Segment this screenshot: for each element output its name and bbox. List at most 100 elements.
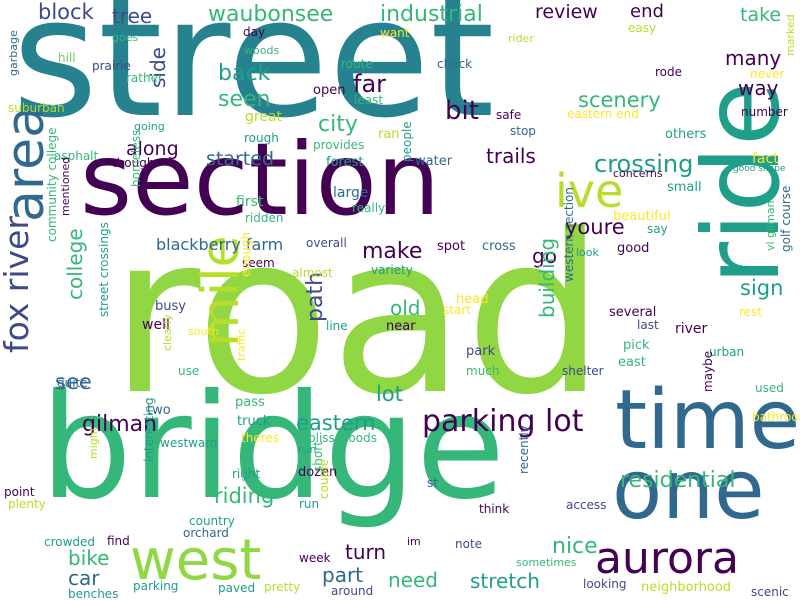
- cloud-word: westward: [160, 436, 218, 450]
- cloud-word: neighborhood: [641, 580, 732, 595]
- cloud-word: trails: [486, 144, 536, 168]
- cloud-word: river: [675, 321, 708, 337]
- cloud-word: riding: [214, 484, 275, 508]
- cloud-word: park: [466, 344, 496, 359]
- cloud-word: many: [725, 46, 782, 70]
- cloud-word: run: [298, 443, 317, 456]
- cloud-word: water: [415, 154, 453, 169]
- cloud-word: rather: [126, 71, 163, 85]
- cloud-word: start: [443, 303, 471, 317]
- cloud-word: urban: [709, 345, 745, 359]
- cloud-word: seen: [218, 87, 271, 112]
- cloud-word: im: [407, 535, 421, 548]
- cloud-word: large: [333, 185, 369, 201]
- cloud-word: rough: [244, 131, 279, 145]
- cloud-word: asphalt: [54, 149, 99, 163]
- cloud-word: two: [147, 403, 171, 418]
- cloud-word: people: [400, 121, 414, 162]
- cloud-word: st: [427, 476, 438, 490]
- cloud-word: interesting: [142, 397, 156, 462]
- cloud-word: hill: [58, 51, 76, 65]
- cloud-word: golf course: [779, 185, 793, 252]
- cloud-word: used: [755, 381, 784, 395]
- cloud-word: right: [232, 467, 261, 481]
- cloud-word: aurora: [595, 533, 739, 584]
- cloud-word: garbage: [7, 30, 20, 76]
- cloud-word: others: [665, 127, 707, 142]
- cloud-word: open: [313, 83, 346, 98]
- cloud-word: clearly: [161, 314, 174, 351]
- cloud-word: bit: [445, 96, 479, 126]
- cloud-word: turn: [345, 540, 387, 564]
- cloud-word: think: [479, 502, 510, 516]
- cloud-word: provides: [313, 138, 365, 152]
- cloud-word: prairie: [92, 59, 131, 73]
- cloud-word: forest: [326, 155, 364, 170]
- cloud-word: tree: [112, 4, 153, 28]
- cloud-word: going: [134, 120, 165, 133]
- cloud-word: use: [178, 364, 200, 378]
- cloud-word: near: [386, 319, 416, 334]
- cloud-word: maybe: [701, 350, 715, 392]
- cloud-word: safe: [496, 108, 522, 122]
- cloud-word: concerns: [613, 167, 663, 180]
- cloud-word: one: [612, 443, 765, 538]
- cloud-word: enough: [239, 231, 253, 277]
- cloud-word: eastern: [296, 411, 376, 435]
- cloud-word: block: [38, 0, 94, 24]
- cloud-word: rest: [739, 305, 763, 319]
- cloud-word: head: [456, 292, 489, 307]
- cloud-word: back: [218, 61, 271, 86]
- cloud-word: street crossings: [97, 222, 111, 317]
- cloud-word: number: [741, 105, 788, 119]
- cloud-word: way: [738, 76, 779, 100]
- cloud-word: western section: [562, 187, 576, 282]
- cloud-word: plenty: [8, 497, 46, 511]
- cloud-word: bike: [68, 546, 110, 570]
- cloud-word: street: [12, 0, 495, 154]
- cloud-word: old: [390, 296, 421, 320]
- cloud-word: pretty: [264, 580, 301, 594]
- cloud-word: crowded: [44, 535, 96, 549]
- cloud-word: parking lot: [422, 404, 584, 439]
- cloud-word: good shape: [733, 164, 786, 174]
- cloud-word: take: [740, 4, 782, 26]
- cloud-word: couple: [317, 459, 331, 499]
- cloud-word: vl gilman: [764, 200, 777, 251]
- cloud-word: bathroom: [752, 410, 800, 424]
- cloud-word: line: [326, 319, 348, 333]
- cloud-word: fact: [752, 151, 779, 167]
- cloud-word: great: [245, 109, 283, 125]
- cloud-word: well: [142, 317, 170, 333]
- cloud-word: rode: [655, 65, 683, 79]
- cloud-word: west: [130, 528, 262, 593]
- cloud-word: community college: [45, 127, 59, 242]
- cloud-word: least: [354, 93, 384, 107]
- cloud-word: paved: [218, 581, 256, 595]
- cloud-word: almost: [292, 266, 333, 280]
- cloud-word: along: [126, 138, 179, 160]
- cloud-word: stop: [510, 124, 536, 138]
- cloud-word: find: [107, 534, 130, 548]
- cloud-word: car: [68, 566, 100, 590]
- cloud-word: bridge: [40, 363, 506, 532]
- cloud-word: started: [206, 148, 275, 170]
- cloud-word: parking: [133, 579, 179, 593]
- cloud-word: east: [618, 355, 646, 370]
- cloud-word: eastern end: [567, 107, 639, 121]
- cloud-word: beautiful: [613, 209, 671, 224]
- cloud-word: pick: [623, 338, 650, 353]
- cloud-word: marked: [784, 14, 797, 56]
- cloud-word: ran: [378, 127, 400, 142]
- cloud-word: far: [353, 70, 387, 98]
- cloud-word: note: [455, 537, 483, 551]
- cloud-word: country: [189, 514, 235, 528]
- cloud-word: busy: [155, 299, 186, 314]
- cloud-word: dozen: [298, 465, 338, 480]
- cloud-word: part: [322, 563, 364, 587]
- cloud-word: access: [566, 498, 607, 512]
- cloud-word: nice: [552, 534, 598, 559]
- cloud-word: look: [576, 246, 599, 259]
- cloud-word: looking: [583, 577, 627, 591]
- cloud-word: blackberry farm: [156, 235, 284, 254]
